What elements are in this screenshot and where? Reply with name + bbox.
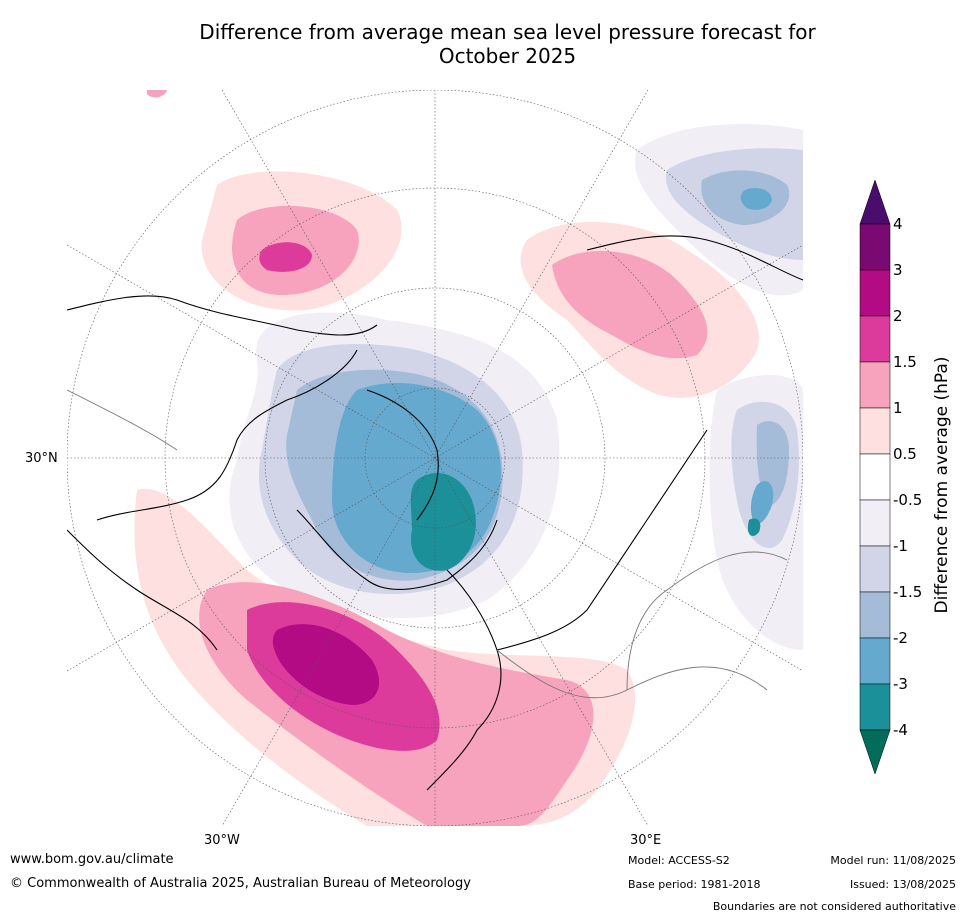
colorbar-segment [859, 223, 891, 271]
lat-label-30n: 30°N [25, 451, 58, 466]
colorbar-tick-label: -1 [893, 537, 908, 555]
colorbar-segment [859, 361, 891, 409]
colorbar-tick-label: -2 [893, 629, 908, 647]
anomaly-region [740, 188, 772, 210]
anomaly-region [259, 242, 312, 272]
colorbar-tick-label: 0.5 [893, 445, 917, 463]
copyright-text: © Commonwealth of Australia 2025, Austra… [10, 876, 471, 891]
colorbar-tick-label: 4 [893, 215, 903, 233]
title-line-1: Difference from average mean sea level p… [199, 20, 816, 44]
colorbar-title: Difference from average (hPa) [932, 356, 952, 614]
colorbar-tick-label: -1.5 [893, 583, 923, 601]
colorbar-tick-label: -0.5 [893, 491, 923, 509]
title-line-2: October 2025 [438, 44, 577, 68]
colorbar-tick-label: 2 [893, 307, 903, 325]
model-run-text: Model run: 11/08/2025 [830, 854, 956, 867]
anomaly-region [750, 481, 774, 525]
colorbar-segment [859, 499, 891, 547]
colorbar-tick-label: 1.5 [893, 353, 917, 371]
colorbar-segment [859, 269, 891, 317]
issued-text: Issued: 13/08/2025 [849, 878, 956, 891]
colorbar-extend-bottom [859, 729, 891, 775]
colorbar-segment [859, 453, 891, 501]
colorbar-extend-top [859, 180, 891, 225]
model-text: Model: ACCESS-S2 [628, 854, 730, 867]
colorbar-tick-label: -3 [893, 675, 908, 693]
anomaly-region [147, 90, 167, 98]
map-title: Difference from average mean sea level p… [120, 20, 895, 68]
disclaimer-text: Boundaries are not considered authoritat… [712, 900, 956, 913]
website-text: www.bom.gov.au/climate [10, 852, 174, 867]
pressure-anomaly-map [67, 90, 803, 826]
anomaly-region [410, 472, 476, 571]
colorbar-segment [859, 683, 891, 731]
colorbar-segment [859, 545, 891, 593]
anomaly-region [552, 250, 708, 359]
coastlines [67, 235, 803, 791]
colorbar [859, 180, 891, 775]
lon-label-30e: 30°E [630, 833, 662, 848]
colorbar-segment [859, 637, 891, 685]
anomaly-region [747, 518, 761, 536]
colorbar-tick-label: 1 [893, 399, 903, 417]
graticule [67, 90, 803, 826]
anomaly-region [272, 624, 380, 705]
colorbar-tick-label: -4 [893, 721, 908, 739]
colorbar-segment [859, 315, 891, 363]
base-period-text: Base period: 1981-2018 [628, 878, 761, 891]
borders [67, 389, 788, 699]
colorbar-tick-label: 3 [893, 261, 903, 279]
colorbar-segment [859, 407, 891, 455]
lon-label-30w: 30°W [204, 833, 240, 848]
colorbar-segment [859, 591, 891, 639]
